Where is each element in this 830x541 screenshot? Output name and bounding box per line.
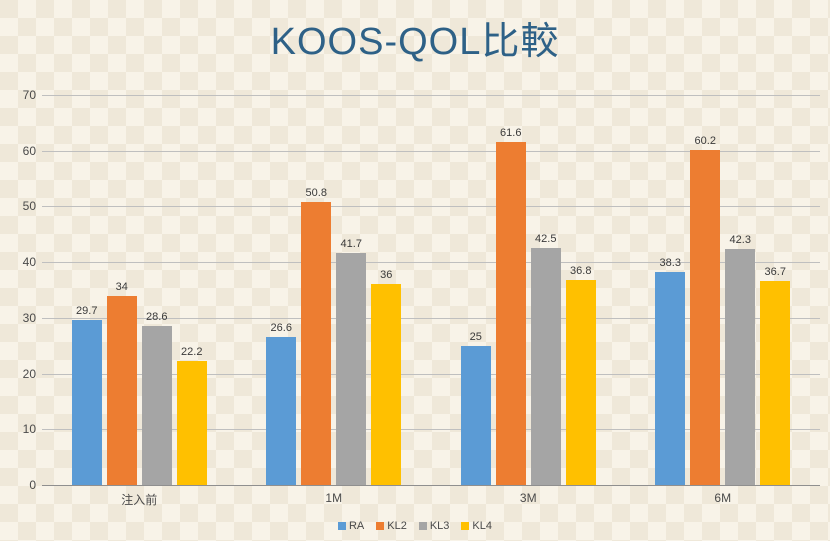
bar-value-label: 34 (101, 282, 143, 293)
bar-value-label: 36 (365, 270, 407, 281)
y-tick-label: 60 (23, 144, 36, 158)
chart-title: KOOS-QOL比較 (0, 10, 830, 65)
bar-value-label: 26.6 (260, 323, 302, 334)
bar (566, 280, 596, 485)
bar-group: 38.3 60.2 42.3 36.7 (626, 95, 821, 485)
bar-value-label: 25 (455, 332, 497, 343)
bar (336, 253, 366, 485)
legend-item: KL3 (419, 520, 450, 532)
bar-value-label: 42.3 (719, 235, 761, 246)
bar (690, 150, 720, 485)
bar-value-label: 28.6 (136, 312, 178, 323)
x-tick-label: 1M (325, 491, 342, 505)
bar-value-label: 61.6 (490, 128, 532, 139)
bar (531, 248, 561, 485)
bar (72, 320, 102, 485)
bar-value-label: 60.2 (684, 136, 726, 147)
bar-value-label: 29.7 (66, 306, 108, 317)
bar (725, 249, 755, 485)
x-tick-label: 6M (714, 491, 731, 505)
legend-swatch (419, 522, 427, 530)
gridline (42, 485, 820, 486)
bar (301, 202, 331, 485)
legend-label: RA (349, 520, 364, 532)
bar (371, 284, 401, 485)
chart-container: KOOS-QOL比較 0 10 20 30 40 50 60 70 29.7 34 28.6 22.… (0, 0, 830, 541)
y-axis: 010203040506070 (0, 95, 36, 485)
bar-group: 26.6 50.8 41.7 36 (237, 95, 432, 485)
bar-group: 29.7 34 28.6 22.2 (42, 95, 237, 485)
plot-area: 29.7 34 28.6 22.2 26.6 50.8 41.7 36 25 61.6 42.5 36… (42, 95, 820, 485)
x-axis: 注入前 1M 3M 6M (42, 491, 820, 511)
bar-value-label: 50.8 (295, 188, 337, 199)
bar (266, 337, 296, 485)
x-tick-label: 3M (520, 491, 537, 505)
bar (177, 361, 207, 485)
bar (655, 272, 685, 485)
legend-item: KL4 (461, 520, 492, 532)
y-tick-label: 70 (23, 88, 36, 102)
bar-value-label: 36.7 (754, 267, 796, 278)
bar-value-label: 42.5 (525, 234, 567, 245)
bar (142, 326, 172, 485)
legend-item: KL2 (376, 520, 407, 532)
legend: RA KL2 KL3 KL4 (0, 520, 830, 532)
bar-value-label: 36.8 (560, 266, 602, 277)
y-tick-label: 20 (23, 367, 36, 381)
legend-item: RA (338, 520, 364, 532)
bar-value-label: 41.7 (330, 239, 372, 250)
bar-value-label: 38.3 (649, 258, 691, 269)
y-tick-label: 40 (23, 255, 36, 269)
legend-label: KL3 (430, 520, 450, 532)
legend-swatch (338, 522, 346, 530)
legend-label: KL2 (387, 520, 407, 532)
y-tick-label: 30 (23, 311, 36, 325)
bar (107, 296, 137, 485)
y-tick-label: 10 (23, 422, 36, 436)
legend-swatch (461, 522, 469, 530)
bar (461, 346, 491, 485)
x-tick-label: 注入前 (121, 491, 157, 508)
bar (760, 281, 790, 485)
y-tick-label: 0 (29, 478, 36, 492)
bar (496, 142, 526, 485)
legend-swatch (376, 522, 384, 530)
y-tick-label: 50 (23, 199, 36, 213)
bar-group: 25 61.6 42.5 36.8 (431, 95, 626, 485)
legend-label: KL4 (472, 520, 492, 532)
bar-value-label: 22.2 (171, 347, 213, 358)
